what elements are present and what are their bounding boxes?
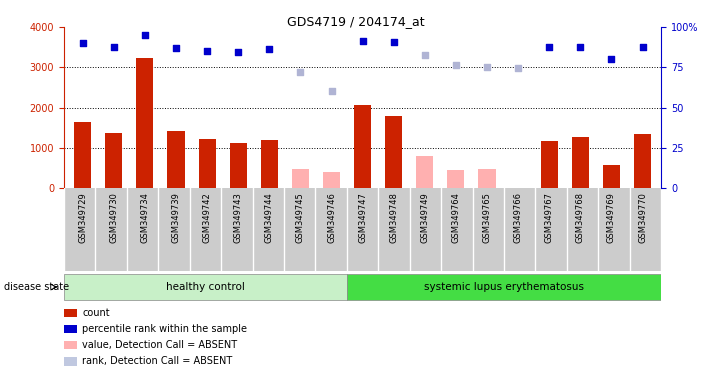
Point bbox=[450, 62, 461, 68]
Bar bbox=[74, 122, 91, 188]
Bar bbox=[64, 274, 347, 300]
Point bbox=[606, 56, 617, 62]
Point bbox=[637, 45, 648, 51]
Text: GSM349767: GSM349767 bbox=[545, 192, 554, 243]
Bar bbox=[385, 116, 402, 188]
Point bbox=[139, 32, 151, 38]
Bar bbox=[323, 172, 340, 188]
Bar bbox=[64, 341, 77, 349]
Text: GSM349730: GSM349730 bbox=[109, 192, 118, 243]
Bar bbox=[64, 309, 77, 317]
Point bbox=[388, 39, 400, 45]
Bar bbox=[354, 105, 371, 188]
Text: GSM349749: GSM349749 bbox=[420, 192, 429, 243]
Text: GSM349729: GSM349729 bbox=[78, 192, 87, 243]
Text: GSM349768: GSM349768 bbox=[576, 192, 585, 243]
Bar bbox=[540, 141, 558, 188]
Text: GSM349743: GSM349743 bbox=[234, 192, 242, 243]
Text: GSM349748: GSM349748 bbox=[389, 192, 398, 243]
Text: rank, Detection Call = ABSENT: rank, Detection Call = ABSENT bbox=[82, 356, 232, 366]
Point bbox=[232, 49, 244, 55]
Text: healthy control: healthy control bbox=[166, 282, 245, 292]
Text: percentile rank within the sample: percentile rank within the sample bbox=[82, 324, 247, 334]
Bar bbox=[198, 139, 215, 188]
Text: GSM349742: GSM349742 bbox=[203, 192, 212, 243]
Text: GSM349739: GSM349739 bbox=[171, 192, 181, 243]
Text: GSM349745: GSM349745 bbox=[296, 192, 305, 243]
Text: disease state: disease state bbox=[4, 282, 69, 292]
Bar bbox=[479, 169, 496, 188]
Bar bbox=[64, 325, 77, 333]
Point bbox=[108, 43, 119, 50]
Text: GSM349744: GSM349744 bbox=[264, 192, 274, 243]
Bar bbox=[292, 169, 309, 188]
Text: GSM349734: GSM349734 bbox=[140, 192, 149, 243]
Bar bbox=[167, 131, 185, 188]
Point bbox=[357, 38, 368, 44]
Bar bbox=[105, 133, 122, 188]
Point bbox=[543, 45, 555, 51]
Text: GSM349746: GSM349746 bbox=[327, 192, 336, 243]
Text: systemic lupus erythematosus: systemic lupus erythematosus bbox=[424, 282, 584, 292]
Point bbox=[419, 52, 431, 58]
Bar bbox=[230, 143, 247, 188]
Bar bbox=[347, 274, 661, 300]
Point bbox=[574, 45, 586, 51]
Text: GSM349770: GSM349770 bbox=[638, 192, 647, 243]
Text: GSM349765: GSM349765 bbox=[483, 192, 491, 243]
Text: GSM349747: GSM349747 bbox=[358, 192, 367, 243]
Bar bbox=[447, 170, 464, 188]
Point bbox=[201, 48, 213, 54]
Point bbox=[294, 70, 306, 76]
Point bbox=[513, 65, 524, 71]
Point bbox=[264, 46, 275, 53]
Text: GSM349769: GSM349769 bbox=[607, 192, 616, 243]
Bar bbox=[416, 156, 434, 188]
Point bbox=[481, 64, 493, 70]
Point bbox=[77, 40, 88, 46]
Text: count: count bbox=[82, 308, 110, 318]
Bar bbox=[137, 58, 154, 188]
Text: value, Detection Call = ABSENT: value, Detection Call = ABSENT bbox=[82, 340, 237, 350]
Bar bbox=[572, 137, 589, 188]
Bar bbox=[603, 165, 620, 188]
Text: GDS4719 / 204174_at: GDS4719 / 204174_at bbox=[287, 15, 424, 28]
Point bbox=[326, 88, 337, 94]
Text: GSM349764: GSM349764 bbox=[451, 192, 461, 243]
Text: GSM349766: GSM349766 bbox=[513, 192, 523, 243]
Bar bbox=[634, 134, 651, 188]
Bar bbox=[64, 357, 77, 366]
Bar bbox=[261, 140, 278, 188]
Point bbox=[170, 45, 181, 51]
